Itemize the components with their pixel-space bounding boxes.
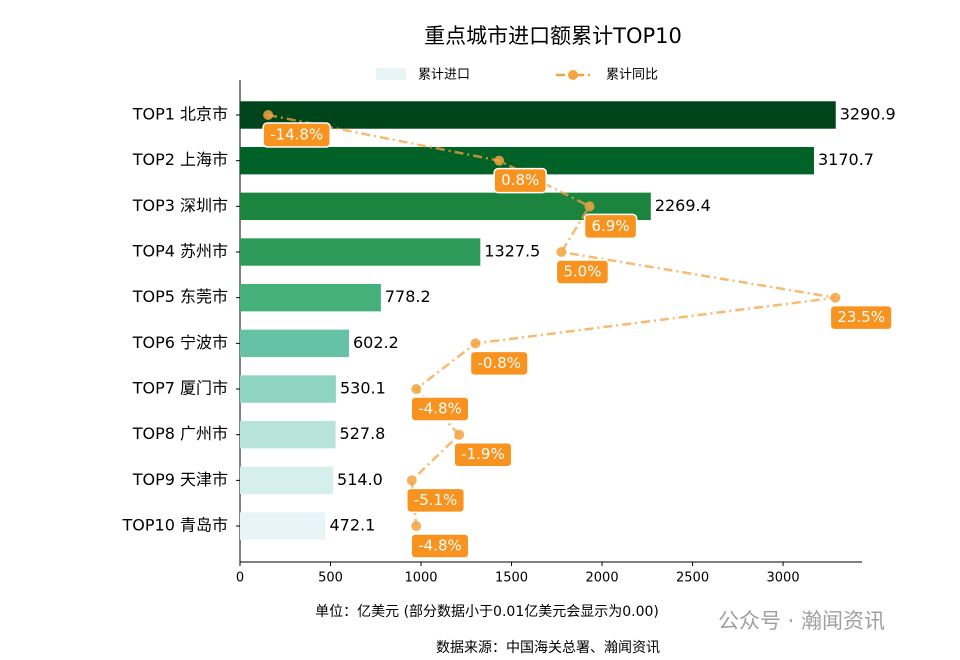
legend-label: 累计同比 [606, 68, 658, 83]
x-axis-title: 单位：亿美元 (部分数据小于0.01亿美元会显示为0.00) [315, 604, 659, 620]
line-marker [584, 201, 595, 212]
line-marker [411, 521, 422, 532]
data-label-box [469, 350, 529, 377]
y-tick-label: TOP2 上海市 [132, 150, 228, 169]
data-label-box [410, 396, 470, 422]
line [267, 113, 836, 527]
y-tick-label: TOP4 苏州市 [132, 242, 228, 261]
data-label: -1.9% [461, 445, 505, 463]
data-label: 5.0% [563, 263, 601, 281]
bar [240, 375, 336, 403]
line-marker [494, 155, 505, 166]
line-marker [830, 292, 841, 303]
x-tick-label: 3000 [767, 571, 800, 586]
bar [240, 329, 350, 358]
bar-value-label: 3170.7 [818, 150, 874, 169]
line-marker [454, 429, 465, 440]
bar [240, 192, 651, 221]
line-marker [470, 338, 481, 349]
bar-value-label: 3290.9 [840, 105, 896, 124]
chart-title: 重点城市进口额累计TOP10 [424, 24, 682, 48]
y-tick-label: TOP3 深圳市 [132, 196, 228, 215]
bar-value-label: 602.2 [353, 333, 399, 352]
data-label-box [406, 487, 466, 514]
y-tick-label: TOP10 青岛市 [122, 516, 228, 535]
y-tick-label: TOP1 北京市 [132, 105, 228, 124]
x-tick-label: 0 [236, 571, 244, 586]
data-label-box [262, 122, 331, 148]
bar [240, 512, 326, 540]
data-label: 6.9% [592, 217, 630, 235]
data-label: -0.8% [477, 354, 521, 372]
x-tick-label: 500 [318, 571, 343, 586]
bar-value-label: 527.8 [340, 424, 386, 443]
bar-value-label: 778.2 [385, 287, 431, 306]
data-label-box [493, 167, 548, 194]
watermark: 公众号 · 瀚闻资讯 [718, 609, 885, 633]
data-label: -4.8% [418, 537, 462, 555]
bar [240, 283, 381, 312]
line-marker [406, 475, 417, 486]
data-label-box [555, 259, 610, 285]
y-tick-label: TOP9 天津市 [132, 470, 228, 489]
bar [240, 420, 336, 449]
legend-label: 累计进口 [418, 68, 470, 83]
bar [240, 101, 836, 129]
x-tick-label: 2500 [676, 571, 709, 586]
bar-value-label: 2269.4 [655, 196, 711, 215]
data-label-box [410, 533, 470, 559]
data-label: -4.8% [418, 400, 462, 418]
bar [240, 466, 334, 495]
data-label: 0.8% [501, 171, 539, 189]
bar-value-label: 514.0 [337, 470, 383, 489]
line-marker [556, 247, 567, 258]
data-label: -5.1% [414, 491, 458, 509]
data-label-box [453, 441, 513, 468]
x-tick-label: 1000 [404, 571, 437, 586]
y-tick-label: TOP6 宁波市 [132, 333, 228, 352]
bar-value-label: 530.1 [340, 379, 386, 398]
y-tick-label: TOP5 东莞市 [132, 287, 228, 306]
x-tick-label: 1500 [495, 571, 528, 586]
line-marker [263, 110, 274, 120]
legend-marker [568, 70, 578, 80]
bar-value-label: 472.1 [329, 516, 375, 535]
source: 数据来源：中国海关总署、瀚闻资讯 [436, 640, 660, 656]
data-label-box [583, 213, 638, 240]
data-label-box [829, 304, 893, 331]
bar [240, 238, 481, 266]
x-tick-label: 2000 [586, 571, 619, 586]
y-tick-label: TOP8 广州市 [132, 424, 228, 443]
legend-swatch [376, 68, 406, 80]
y-tick-label: TOP7 厦门市 [132, 379, 228, 398]
line-marker [411, 384, 422, 395]
data-label: 23.5% [837, 308, 885, 326]
data-label: -14.8% [270, 126, 323, 144]
bar-value-label: 1327.5 [484, 242, 540, 261]
